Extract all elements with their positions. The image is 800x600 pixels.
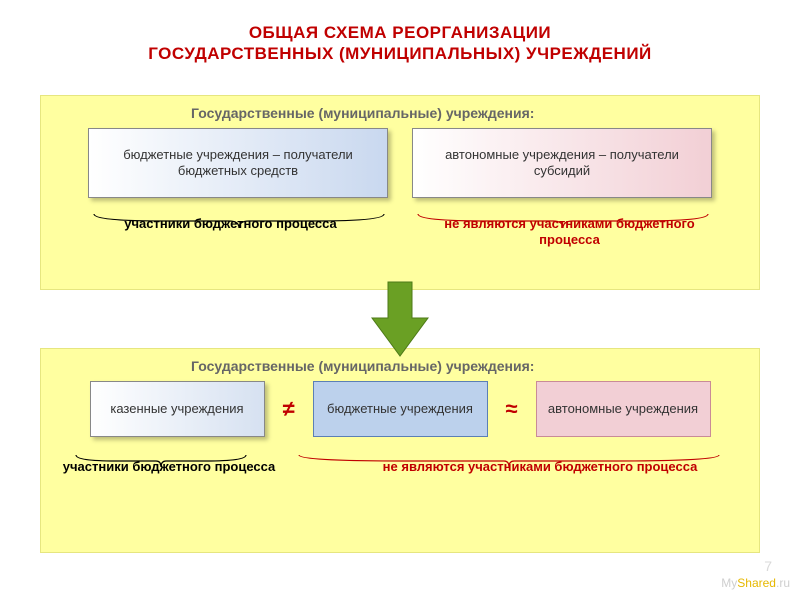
before-header: Государственные (муниципальные) учрежден… [41,96,759,126]
before-panel: Государственные (муниципальные) учрежден… [40,95,760,290]
box-treasury-label: казенные учреждения [110,401,243,417]
before-boxes-row: бюджетные учреждения – получатели бюджет… [41,126,759,198]
not-equal-symbol: ≠ [275,396,303,422]
box-autonomous-label: автономные учреждения – получатели субси… [423,147,701,180]
box-autonomous-label2: автономные учреждения [548,401,698,417]
box-treasury: казенные учреждения [90,381,265,437]
box-budget-institutions: бюджетные учреждения – получатели бюджет… [88,128,388,198]
brace-bottom-right [294,453,724,469]
watermark-shared: Shared [737,576,776,590]
after-boxes-row: казенные учреждения ≠ бюджетные учрежден… [41,379,759,437]
box-autonomous-institutions: автономные учреждения – получатели субси… [412,128,712,198]
arrow-shape [372,282,428,356]
page-number: 7 [764,558,772,574]
watermark-my: My [721,576,737,590]
brace-top-right [413,212,713,230]
box-budget: бюджетные учреждения [313,381,488,437]
brace-top-left [89,212,389,230]
title-line1: ОБЩАЯ СХЕМА РЕОРГАНИЗАЦИИ [249,23,551,42]
box-autonomous: автономные учреждения [536,381,711,437]
after-panel: Государственные (муниципальные) учрежден… [40,348,760,553]
main-title: ОБЩАЯ СХЕМА РЕОРГАНИЗАЦИИ ГОСУДАРСТВЕННЫ… [0,0,800,75]
title-line2: ГОСУДАРСТВЕННЫХ (МУНИЦИПАЛЬНЫХ) УЧРЕЖДЕН… [148,44,652,63]
watermark-suffix: .ru [776,576,790,590]
down-arrow [370,280,430,358]
box-budget-label: бюджетные учреждения – получатели бюджет… [99,147,377,180]
box-budget-label2: бюджетные учреждения [327,401,473,417]
approx-symbol: ≈ [498,396,526,422]
watermark: MyShared.ru [721,576,790,590]
brace-bottom-left [71,453,251,469]
